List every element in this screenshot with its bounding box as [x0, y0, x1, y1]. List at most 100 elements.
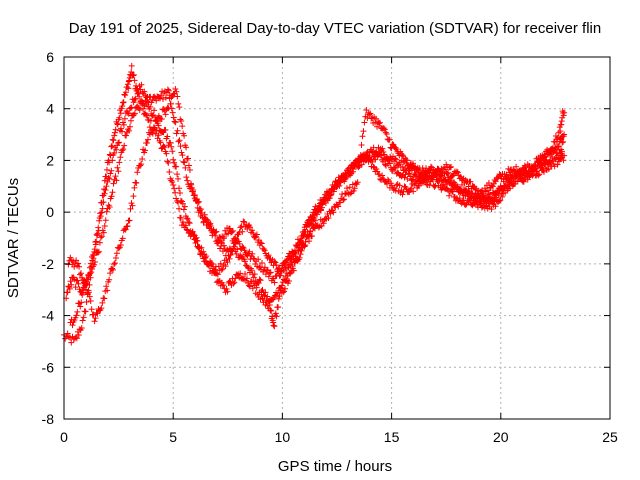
data-point: [257, 239, 264, 246]
data-point: [476, 193, 483, 200]
data-point: [361, 119, 368, 126]
data-point: [341, 196, 348, 203]
data-point: [148, 129, 155, 136]
data-point: [99, 205, 106, 212]
data-point: [97, 213, 104, 220]
data-point: [171, 118, 178, 125]
data-point: [94, 230, 101, 237]
data-point: [393, 146, 400, 153]
data-point: [289, 263, 296, 270]
data-point: [522, 167, 529, 174]
data-point: [546, 158, 553, 165]
data-point: [281, 288, 288, 295]
data-point: [337, 199, 344, 206]
data-point: [114, 164, 121, 171]
data-point: [111, 132, 118, 139]
data-point: [275, 295, 282, 302]
data-point: [253, 231, 260, 238]
data-point: [169, 109, 176, 116]
data-point: [170, 114, 177, 121]
data-point: [215, 278, 222, 285]
data-point: [128, 200, 135, 207]
data-point: [117, 241, 124, 248]
data-point: [133, 180, 140, 187]
data-point: [333, 184, 340, 191]
data-point: [285, 277, 292, 284]
data-point: [392, 144, 399, 151]
data-point: [116, 159, 123, 166]
data-point: [83, 299, 90, 306]
y-tick-label: 6: [46, 49, 54, 65]
data-point: [281, 277, 288, 284]
data-point: [176, 137, 183, 144]
data-point: [286, 270, 293, 277]
data-point: [273, 262, 280, 269]
data-point: [381, 151, 388, 158]
data-point: [113, 146, 120, 153]
data-point: [227, 246, 234, 253]
data-point: [125, 85, 132, 92]
data-point: [65, 283, 72, 290]
data-point: [536, 171, 543, 178]
data-point: [302, 228, 309, 235]
data-point: [272, 310, 279, 317]
data-point: [153, 97, 160, 104]
data-point: [366, 155, 373, 162]
data-point: [149, 130, 156, 137]
data-point: [245, 282, 252, 289]
data-point: [277, 267, 284, 274]
data-point: [67, 278, 74, 285]
data-point: [109, 136, 116, 143]
data-point: [129, 202, 136, 209]
data-point: [181, 203, 188, 210]
x-tick-label: 0: [60, 429, 68, 445]
data-point: [117, 110, 124, 117]
data-point: [202, 254, 209, 261]
data-point: [554, 161, 561, 168]
data-point: [110, 137, 117, 144]
data-point: [230, 280, 237, 287]
data-point: [141, 88, 148, 95]
data-point: [320, 220, 327, 227]
data-point: [165, 159, 172, 166]
data-point: [160, 95, 167, 102]
data-point: [381, 126, 388, 133]
data-point: [152, 114, 158, 121]
data-point: [138, 161, 145, 168]
data-point: [184, 216, 191, 223]
data-point: [173, 130, 180, 137]
data-point: [102, 187, 109, 194]
data-point: [85, 289, 92, 296]
data-point: [172, 86, 179, 93]
data-point: [296, 244, 303, 251]
data-point: [172, 119, 179, 126]
data-point: [524, 176, 531, 183]
data-point: [119, 103, 126, 110]
data-point: [447, 164, 454, 171]
data-point: [257, 277, 264, 284]
data-point: [350, 187, 357, 194]
data-point: [340, 197, 347, 204]
data-point: [169, 179, 176, 186]
data-point: [265, 273, 272, 280]
data-point: [126, 217, 133, 224]
data-point: [171, 159, 178, 166]
data-point: [275, 289, 282, 296]
data-point: [106, 151, 113, 158]
data-point: [157, 95, 164, 102]
data-point: [98, 233, 105, 240]
data-point: [99, 299, 106, 306]
data-point: [299, 233, 306, 240]
data-point: [354, 179, 361, 186]
x-tick-label: 20: [493, 429, 509, 445]
data-point: [86, 264, 93, 271]
data-point: [107, 270, 114, 277]
data-point: [350, 168, 357, 175]
data-point: [292, 250, 299, 257]
data-point: [183, 174, 190, 181]
data-point: [193, 234, 200, 241]
data-point: [439, 169, 446, 176]
data-point: [183, 144, 190, 151]
data-point: [124, 222, 131, 229]
data-point: [242, 258, 249, 265]
